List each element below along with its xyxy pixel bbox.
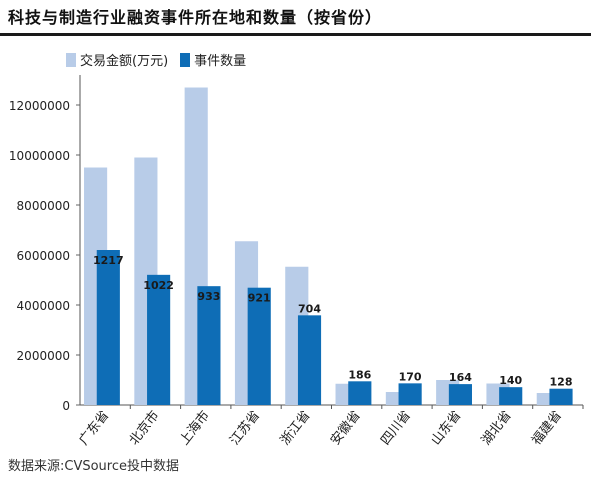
x-category-label: 北京市 bbox=[126, 408, 163, 449]
bar-count bbox=[398, 383, 422, 405]
data-label-count: 128 bbox=[550, 376, 573, 389]
data-label-count: 704 bbox=[298, 302, 321, 315]
y-tick-label: 2000000 bbox=[17, 349, 70, 363]
legend-label-amount: 交易金额(万元) bbox=[80, 54, 169, 69]
data-label-count: 140 bbox=[499, 374, 522, 387]
data-label-count: 1217 bbox=[93, 254, 124, 267]
data-label-count: 186 bbox=[348, 368, 371, 381]
y-tick-label: 6000000 bbox=[17, 249, 70, 263]
bar-count bbox=[197, 286, 221, 405]
bar-count bbox=[297, 315, 322, 405]
data-label-count: 170 bbox=[399, 370, 422, 383]
bar-count bbox=[448, 384, 472, 405]
bar-count bbox=[499, 387, 523, 405]
legend: 交易金额(万元) 事件数量 bbox=[66, 50, 258, 69]
y-tick-label: 0 bbox=[62, 399, 70, 413]
x-category-label: 上海市 bbox=[176, 408, 213, 449]
bar-count bbox=[549, 388, 573, 405]
bar-count bbox=[348, 381, 372, 405]
x-category-label: 安徽省 bbox=[328, 408, 364, 448]
data-label-count: 1022 bbox=[143, 279, 174, 292]
x-category-label: 四川省 bbox=[378, 408, 414, 448]
x-category-label: 山东省 bbox=[429, 408, 465, 448]
bar-count bbox=[147, 274, 171, 405]
y-tick-label: 8000000 bbox=[17, 199, 70, 213]
chart-title: 科技与制造行业融资事件所在地和数量（按省份） bbox=[8, 8, 383, 27]
bar-count bbox=[247, 287, 271, 405]
legend-label-count: 事件数量 bbox=[194, 54, 247, 69]
x-category-label: 浙江省 bbox=[278, 408, 314, 448]
legend-swatch-amount bbox=[66, 52, 76, 67]
x-category-label: 江苏省 bbox=[227, 408, 264, 449]
legend-item-amount: 交易金额(万元) bbox=[66, 50, 168, 69]
data-label-count: 933 bbox=[197, 290, 220, 303]
x-category-label: 广东省 bbox=[76, 408, 112, 448]
y-tick-label: 10000000 bbox=[9, 149, 70, 163]
source-note: 数据来源:CVSource投中数据 bbox=[8, 459, 179, 474]
y-tick-label: 12000000 bbox=[9, 99, 70, 113]
x-category-label: 湖北省 bbox=[479, 408, 515, 448]
data-label-count: 164 bbox=[449, 371, 472, 384]
data-label-count: 921 bbox=[248, 292, 271, 305]
legend-item-count: 事件数量 bbox=[180, 50, 246, 69]
bar-count bbox=[96, 250, 120, 405]
legend-swatch-count bbox=[180, 52, 191, 67]
title-rule bbox=[0, 33, 591, 36]
y-tick-label: 4000000 bbox=[17, 299, 70, 313]
x-category-label: 福建省 bbox=[529, 408, 565, 448]
